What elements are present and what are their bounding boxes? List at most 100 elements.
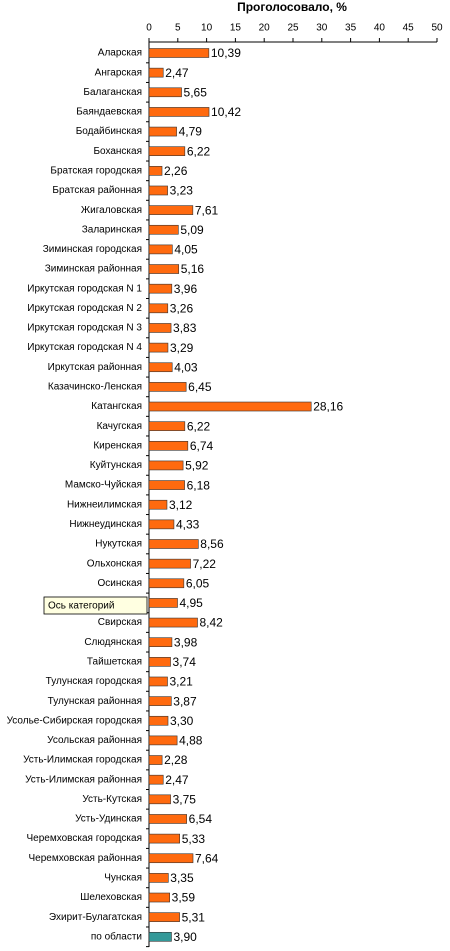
y-tick-label: Зиминская районная [45, 264, 142, 275]
value-label: 3,59 [172, 891, 196, 905]
y-tick-label: Тулунская городская [46, 676, 142, 687]
y-tick-label: Аларская [98, 48, 142, 59]
y-tick-label: Нижнеилимская [67, 499, 142, 510]
bar [148, 185, 168, 196]
x-tick-label: 5 [175, 23, 181, 34]
value-label: 2,28 [164, 753, 188, 767]
chart-title: Проголосовало, % [237, 0, 347, 14]
value-label: 6,54 [189, 812, 213, 826]
value-label: 3,98 [174, 635, 198, 649]
y-tick-label: Усольская районная [47, 735, 142, 746]
y-tick-label: Эхирит-Булагатская [49, 912, 142, 923]
bar [148, 421, 186, 431]
value-label: 5,92 [185, 459, 209, 473]
y-tick-label: Зиминская городская [43, 244, 142, 255]
value-label: 3,90 [173, 930, 197, 944]
y-tick-label: по области [91, 930, 142, 942]
y-tick-label: Бодайбинская [76, 125, 142, 137]
bar [148, 480, 185, 490]
y-tick-label: Черемховская городская [26, 833, 142, 844]
y-tick-label: Чунская [104, 873, 142, 884]
x-tick-label: 10 [201, 23, 213, 34]
y-tick-label: Качугская [97, 421, 142, 432]
value-label: 6,05 [186, 576, 210, 590]
value-label: 3,29 [170, 341, 194, 355]
y-tick-label: Усолье-Сибирская городская [7, 714, 142, 726]
value-label: 6,22 [187, 144, 211, 158]
value-label: 8,42 [199, 616, 223, 630]
value-label: 3,75 [173, 792, 197, 806]
tooltip-box [43, 596, 148, 615]
y-tick-label: Баяндаевская [76, 107, 142, 118]
value-label: 5,65 [184, 85, 208, 99]
bar [148, 362, 173, 373]
value-label: 10,42 [211, 105, 241, 119]
y-tick-label: Усть-Удинская [75, 814, 142, 825]
y-tick-label: Киренская [93, 440, 142, 451]
bar [148, 676, 168, 687]
value-label: 6,18 [187, 478, 211, 492]
x-tick-label: 0 [146, 23, 152, 34]
value-label: 28,16 [313, 400, 343, 414]
value-label: 3,21 [169, 675, 193, 689]
y-tick-label: Усть-Илимская районная [25, 774, 142, 785]
y-tick-label: Ангарская [95, 67, 142, 78]
bar [148, 146, 186, 156]
bar [148, 539, 199, 549]
bar [148, 715, 169, 726]
x-tick-label: 30 [316, 23, 328, 34]
value-label: 3,23 [170, 184, 194, 198]
y-tick-label: Слюдянская [84, 637, 142, 648]
bar [148, 853, 194, 864]
bar [148, 166, 163, 176]
bar [148, 460, 184, 471]
value-label: 7,22 [193, 557, 217, 571]
bar [148, 126, 177, 137]
bar [148, 657, 171, 667]
bar [148, 283, 173, 294]
value-label: 2,47 [165, 66, 189, 80]
y-tick-label: Нижнеудинская [69, 519, 142, 530]
x-tick-label: 20 [259, 23, 271, 34]
y-tick-label: Ольхонская [87, 558, 142, 569]
bar [148, 205, 194, 215]
y-tick-label: Боханская [93, 146, 142, 157]
value-label: 2,26 [164, 164, 188, 178]
value-label: 3,26 [170, 301, 194, 315]
bar [148, 774, 164, 785]
y-tick-label: Катангская [91, 401, 142, 412]
value-label: 7,61 [195, 203, 219, 217]
bar [148, 617, 198, 628]
y-tick-label: Свирская [98, 617, 142, 628]
value-label: 3,12 [169, 498, 193, 512]
value-label: 4,95 [180, 596, 204, 610]
tooltip: Ось категорий [48, 601, 114, 612]
y-tick-label: Братская городская [50, 165, 142, 176]
y-tick-label: Жигаловская [81, 205, 142, 216]
y-tick-label: Казачинско-Ленская [48, 382, 142, 393]
y-tick-label: Тулунская районная [48, 696, 142, 707]
bar [148, 833, 181, 844]
value-label: 3,74 [173, 655, 197, 669]
value-label: 4,33 [176, 518, 200, 532]
value-label: 7,64 [195, 851, 219, 865]
bar [148, 558, 191, 569]
bar [148, 67, 164, 78]
y-tick-label: Братская районная [52, 185, 142, 196]
bar [148, 578, 185, 589]
bar [148, 735, 178, 746]
y-tick-label: Иркутская городская N 4 [27, 342, 142, 353]
y-tick-label: Мамско-Чуйская [65, 480, 142, 491]
y-tick-label: Нукутская [95, 539, 142, 550]
y-tick-label: Черемховская районная [28, 853, 142, 864]
value-label: 4,88 [179, 734, 203, 748]
x-tick-label: 15 [230, 23, 242, 34]
bar [148, 912, 180, 922]
y-tick-label: Тайшетская [87, 656, 142, 667]
value-label: 2,47 [165, 773, 189, 787]
bar [148, 499, 168, 510]
value-label: 4,05 [174, 243, 198, 257]
y-tick-label: Заларинская [82, 224, 142, 235]
value-label: 4,79 [179, 125, 203, 139]
